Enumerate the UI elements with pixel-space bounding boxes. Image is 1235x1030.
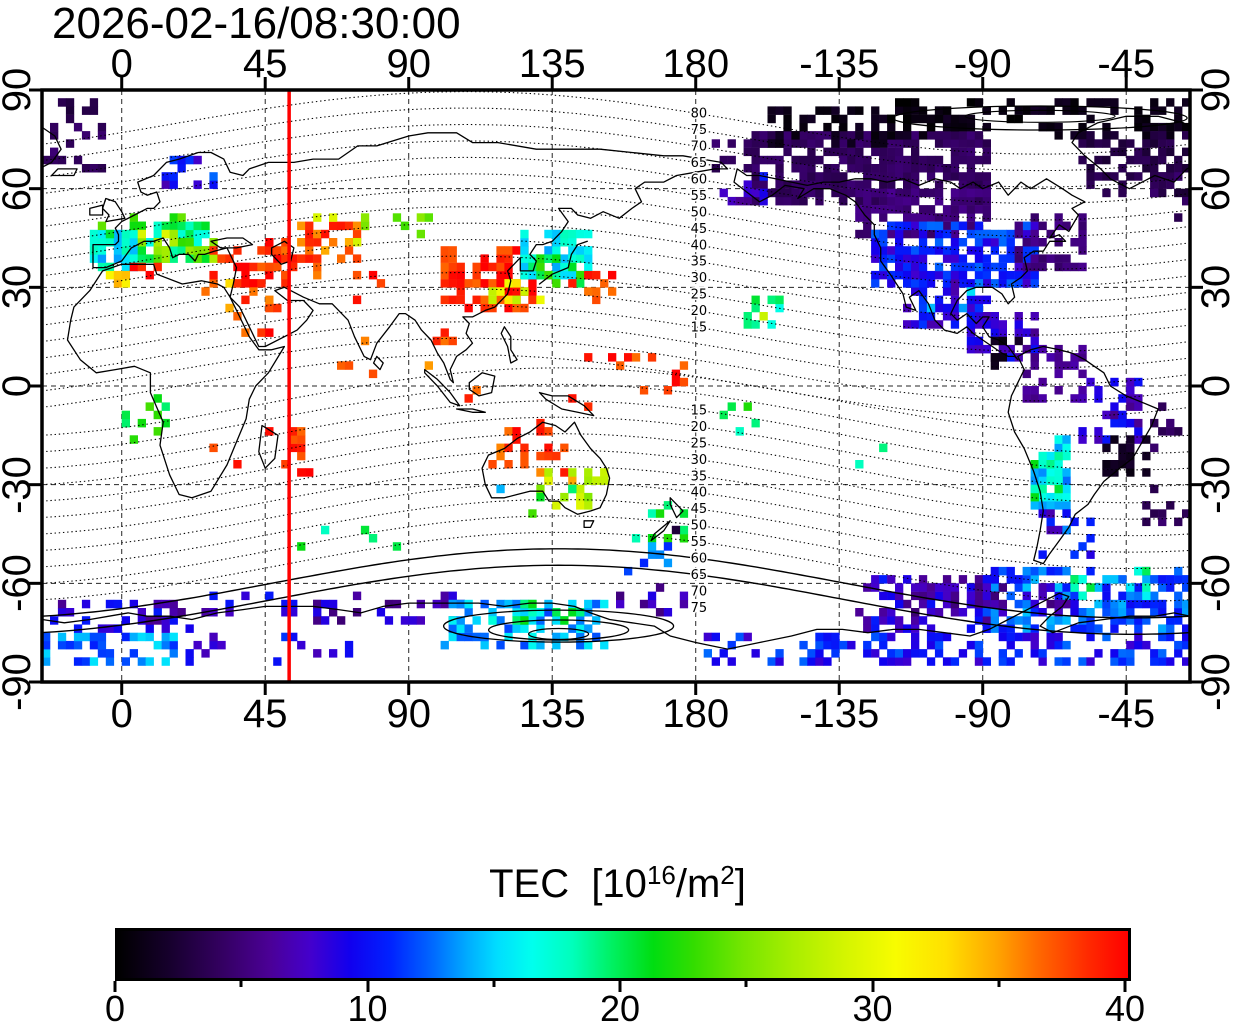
svg-text:30: 30	[691, 453, 708, 468]
lon-tick-label-bottom: 45	[242, 692, 288, 736]
lat-tick-label-right: -90	[1194, 653, 1235, 711]
svg-text:15: 15	[691, 404, 708, 419]
map-frame	[40, 88, 1192, 684]
svg-text:35: 35	[691, 255, 708, 270]
svg-text:60: 60	[691, 173, 708, 188]
svg-text:40: 40	[691, 238, 708, 253]
svg-text:30: 30	[691, 271, 708, 286]
svg-text:55: 55	[691, 189, 708, 204]
colorbar-title-exp2: 2	[720, 860, 735, 890]
lat-tick-label-left: -90	[0, 653, 39, 711]
lat-tick-label-left: 60	[0, 166, 39, 211]
svg-text:70: 70	[691, 584, 708, 599]
tec-pixels	[42, 98, 1190, 666]
lon-tick-label-top: 135	[518, 42, 586, 86]
colorbar-title-mid: /m	[675, 862, 721, 906]
contour-labels: 8075706560555045403530252015152025303540…	[689, 105, 709, 617]
colorbar-tick-label: 40	[1104, 988, 1146, 1029]
lon-tick-label-bottom: 135	[518, 692, 586, 736]
svg-text:20: 20	[691, 304, 708, 319]
colorbar-minor-tick	[492, 981, 496, 987]
lon-tick-label-top: 90	[386, 42, 431, 86]
lat-tick-label-right: -60	[1194, 554, 1235, 613]
lon-tick-label-bottom: 180	[662, 692, 730, 736]
svg-text:20: 20	[691, 420, 708, 435]
svg-text:15: 15	[691, 321, 708, 336]
lat-tick-label-left: -60	[0, 554, 39, 613]
colorbar-major-tick	[366, 981, 369, 992]
svg-text:45: 45	[691, 222, 708, 237]
svg-text:25: 25	[691, 436, 708, 451]
colorbar-minor-tick	[997, 981, 1001, 987]
magnetic-contours	[42, 91, 1190, 643]
colorbar-tick-label: 30	[852, 988, 893, 1029]
timestamp-title: 2026-02-16/08:30:00	[52, 0, 461, 48]
lon-tick-label-top: 45	[242, 42, 288, 86]
map-canvas: 8075706560555045403530252015152025303540…	[42, 90, 1190, 682]
svg-text:75: 75	[691, 123, 708, 138]
svg-text:80: 80	[691, 107, 708, 122]
colorbar-title-pre: TEC [10	[489, 862, 647, 906]
colorbar-major-tick	[113, 981, 117, 992]
svg-text:65: 65	[691, 156, 708, 171]
lon-tick-label-bottom: -135	[799, 692, 880, 736]
colorbar-tick-label: 10	[347, 988, 388, 1029]
lon-tick-label-top: 180	[662, 42, 730, 86]
lat-tick-label-left: -30	[0, 455, 39, 514]
svg-text:50: 50	[691, 519, 708, 534]
lon-tick-label-bottom: 90	[386, 692, 431, 736]
colorbar	[115, 928, 1131, 981]
colorbar-tick-label: 0	[104, 988, 126, 1029]
colorbar-major-tick	[871, 981, 874, 992]
colorbar-minor-tick	[744, 981, 748, 987]
lon-tick-label-bottom: -90	[953, 692, 1012, 736]
lat-tick-label-left: 0	[0, 375, 39, 397]
colorbar-title-post: ]	[734, 862, 746, 906]
lon-tick-label-bottom: -45	[1097, 692, 1156, 736]
colorbar-title: TEC [1016/m2]	[0, 860, 1235, 907]
lat-tick-label-right: 60	[1194, 166, 1235, 211]
lon-tick-label-top: -135	[799, 42, 880, 86]
svg-text:75: 75	[691, 601, 708, 616]
colorbar-minor-tick	[239, 981, 243, 987]
svg-text:55: 55	[691, 535, 708, 550]
svg-text:65: 65	[691, 568, 708, 583]
lon-tick-label-top: 0	[110, 42, 133, 86]
svg-text:40: 40	[691, 486, 708, 501]
lat-tick-label-right: 30	[1194, 265, 1235, 310]
lat-tick-label-right: -30	[1194, 455, 1235, 514]
svg-text:45: 45	[691, 502, 708, 517]
lon-tick-label-bottom: 0	[110, 692, 133, 736]
lat-tick-label-left: 30	[0, 265, 39, 310]
svg-text:35: 35	[691, 469, 708, 484]
svg-text:60: 60	[691, 552, 708, 567]
svg-text:70: 70	[691, 140, 708, 155]
colorbar-tick-label: 20	[599, 988, 641, 1029]
lat-tick-label-right: 0	[1194, 374, 1235, 398]
lat-tick-label-right: 90	[1194, 67, 1235, 113]
svg-text:25: 25	[691, 288, 708, 303]
coastlines	[42, 115, 1190, 650]
colorbar-title-exp1: 16	[646, 860, 676, 890]
axis-ticks	[29, 77, 1203, 695]
colorbar-major-tick	[1123, 981, 1127, 992]
lon-tick-label-top: -90	[953, 42, 1012, 86]
lon-tick-label-top: -45	[1097, 42, 1156, 86]
colorbar-major-tick	[618, 981, 622, 992]
lat-tick-label-left: 90	[0, 67, 39, 113]
svg-text:50: 50	[691, 205, 708, 220]
